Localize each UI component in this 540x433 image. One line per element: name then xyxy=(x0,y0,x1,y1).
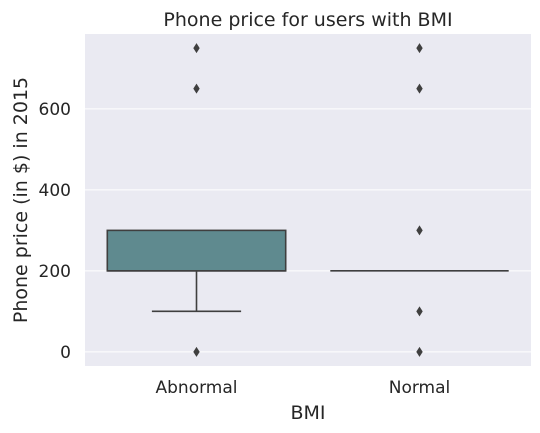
plot-background xyxy=(85,34,531,366)
normal-outlier-300 xyxy=(416,225,423,236)
x-tick-labels: Abnormal Normal xyxy=(156,378,451,398)
y-tick-label-0: 0 xyxy=(60,343,71,363)
y-axis-label: Phone price (in $) in 2015 xyxy=(10,77,32,323)
abnormal-outlier-750 xyxy=(193,43,200,54)
abnormal-outlier-650 xyxy=(193,83,200,94)
y-tick-label-400: 400 xyxy=(39,181,71,201)
boxes-layer xyxy=(106,43,509,357)
abnormal-outlier-0 xyxy=(193,346,200,357)
normal-outlier-0 xyxy=(416,346,423,357)
normal-outlier-750 xyxy=(416,43,423,54)
abnormal-box xyxy=(106,229,287,272)
chart-title: Phone price for users with BMI xyxy=(163,9,452,31)
normal-outlier-100 xyxy=(416,306,423,317)
y-tick-labels: 0 200 400 600 xyxy=(39,100,71,363)
x-tick-label-normal: Normal xyxy=(389,378,451,398)
x-axis-label: BMI xyxy=(290,402,325,424)
y-tick-label-200: 200 xyxy=(39,262,71,282)
normal-outlier-650 xyxy=(416,83,423,94)
x-tick-label-abnormal: Abnormal xyxy=(156,378,238,398)
y-tick-label-600: 600 xyxy=(39,100,71,120)
